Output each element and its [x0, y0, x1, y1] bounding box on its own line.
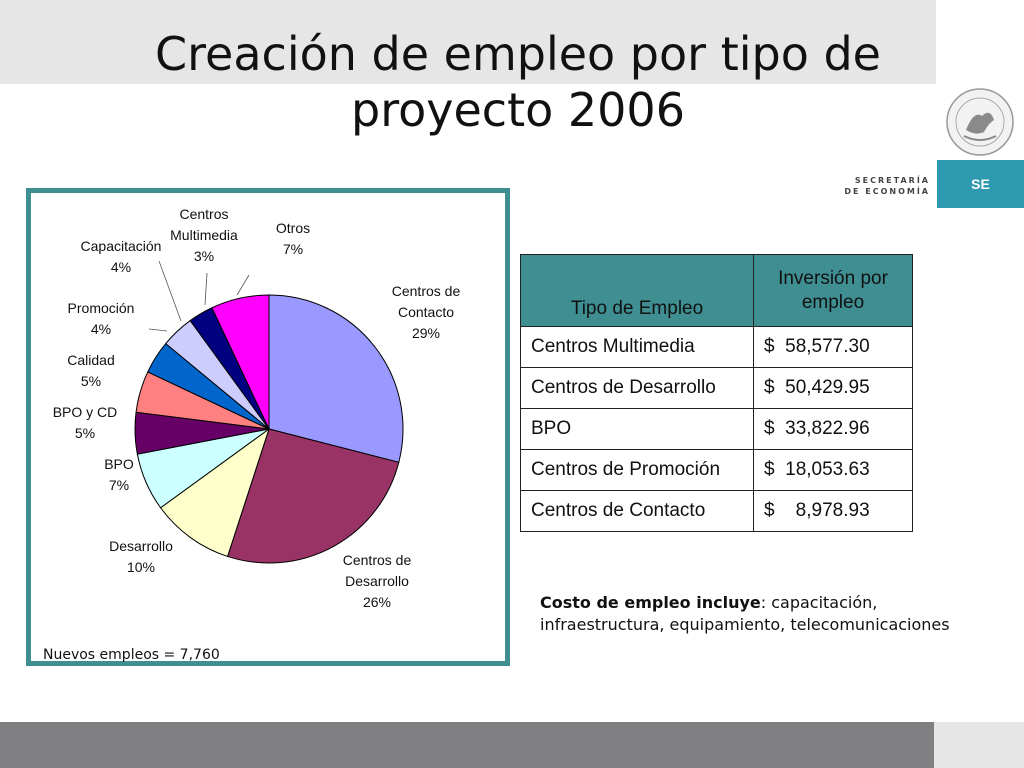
pie-slice	[159, 427, 270, 558]
table-cell-inversion: $ 18,053.63	[753, 449, 913, 491]
table-cell-tipo: Centros Multimedia	[520, 326, 754, 368]
pie-slice-label: Calidad 5%	[67, 352, 114, 389]
pie-slice	[226, 428, 400, 564]
ministry-name-line2: DE ECONOMÍA	[844, 187, 930, 196]
slide-title-line2: proyecto 2006	[351, 83, 685, 137]
table-cell-inversion: $ 58,577.30	[753, 326, 913, 368]
pie-slice-label: BPO 7%	[104, 456, 134, 493]
table-row: BPO $ 33,822.96	[520, 408, 913, 450]
table-cell-inversion: $ 50,429.95	[753, 367, 913, 409]
table-cell-tipo: Centros de Promoción	[520, 449, 754, 491]
table-header-tipo: Tipo de Empleo	[520, 254, 754, 327]
table-cell-inversion: $ 33,822.96	[753, 408, 913, 450]
pie-slice	[211, 294, 270, 430]
pie-slice-label: Centros Multimedia 3%	[170, 206, 238, 264]
investment-table: Tipo de Empleo Inversión por empleo Cent…	[520, 254, 913, 532]
ministry-name-line1: SECRETARÍA	[854, 176, 930, 185]
chart-footnote: Nuevos empleos = 7,760	[43, 647, 220, 663]
pie-slice-label: Centros de Contacto 29%	[392, 283, 461, 341]
table-cell-tipo: Centros de Desarrollo	[520, 367, 754, 409]
table-cell-tipo: Centros de Contacto	[520, 490, 754, 532]
ministry-name: SECRETARÍA DE ECONOMÍA	[840, 175, 930, 197]
pie-slice	[268, 294, 404, 463]
table-row: Centros de Contacto $ 8,978.93	[520, 490, 913, 532]
pie-chart: Centros de Contacto 29% Centros de Desarroll…	[53, 206, 461, 610]
table-row: Centros de Desarrollo $ 50,429.95	[520, 367, 913, 409]
mexico-seal-icon	[946, 88, 1014, 156]
leader-line	[204, 272, 208, 306]
leader-line	[158, 260, 182, 322]
table-row: Centros Multimedia $ 58,577.30	[520, 326, 913, 368]
cost-note-bold: Costo de empleo incluye	[540, 593, 761, 612]
table-cell-inversion: $ 8,978.93	[753, 490, 913, 532]
cost-note-text: : capacitación, infraestructura, equipam…	[540, 593, 950, 634]
pie-slice-label: Capacitación 4%	[81, 238, 162, 275]
slide-title-line1: Creación de empleo por tipo de	[155, 27, 881, 81]
table-header-row: Tipo de Empleo Inversión por empleo	[520, 254, 913, 327]
pie-slice-label: Promoción 4%	[68, 300, 135, 337]
table-header-inversion-line1: Inversión por	[778, 267, 888, 289]
footer-corner	[934, 722, 1024, 768]
title-band	[0, 0, 936, 84]
leader-line	[236, 274, 250, 296]
table-cell-tipo: BPO	[520, 408, 754, 450]
table-row: Centros de Promoción $ 18,053.63	[520, 449, 913, 491]
slide-title: Creación de empleo por tipo de proyecto …	[60, 26, 976, 138]
se-logo-badge: SE	[937, 160, 1024, 208]
leader-line	[148, 328, 168, 332]
table-header-inversion: Inversión por empleo	[753, 254, 913, 327]
pie-slice-label: BPO y CD 5%	[53, 404, 118, 441]
pie-slice-label: Desarrollo 10%	[109, 538, 173, 575]
table-header-inversion-line2: empleo	[801, 291, 865, 313]
pie-slice-label: Centros de Desarrollo 26%	[343, 552, 412, 610]
pie-chart-frame: Centros de Contacto 29% Centros de Desarroll…	[26, 188, 510, 666]
footer-bar	[0, 722, 934, 768]
cost-note: Costo de empleo incluye: capacitación, i…	[540, 592, 950, 636]
pie-slice-label: Otros 7%	[276, 220, 310, 257]
